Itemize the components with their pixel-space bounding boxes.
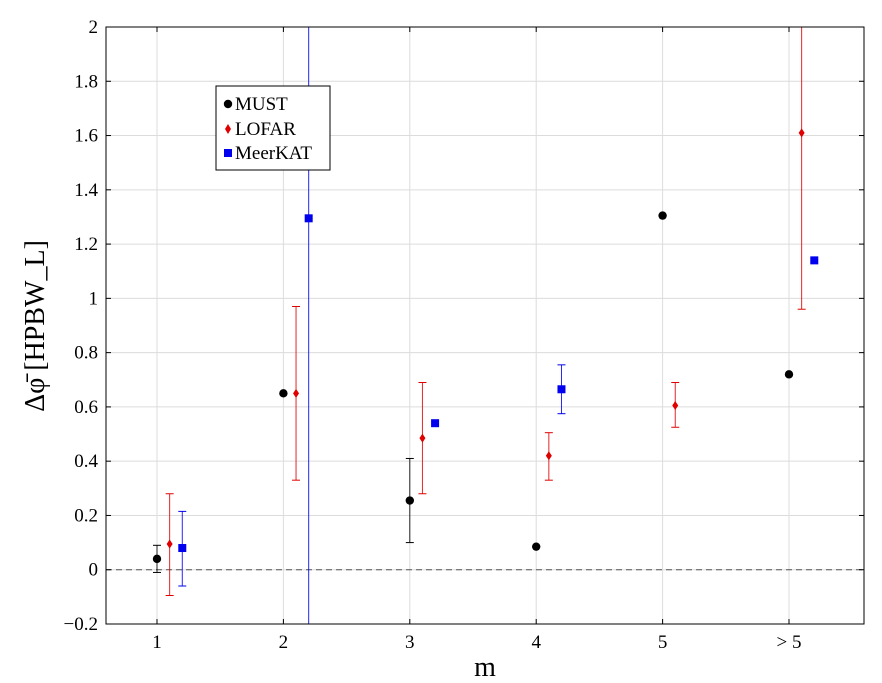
legend-box	[215, 85, 331, 171]
legend-label-lofar: LOFAR	[235, 119, 296, 140]
must-point	[152, 554, 162, 564]
lofar-point	[419, 433, 426, 443]
legend-marker-meerkat	[224, 149, 232, 157]
must-point	[279, 389, 288, 398]
y-tick-label: −0.2	[64, 614, 98, 635]
must-point	[658, 211, 667, 220]
meerkat-point	[178, 544, 187, 553]
meerkat-point	[557, 385, 566, 394]
legend-marker-must	[223, 99, 233, 109]
y-tick-label: 1.4	[74, 180, 98, 201]
y-tick-label: 0.8	[74, 343, 98, 364]
y-tick-label: 0.2	[74, 505, 98, 526]
lofar-point	[672, 401, 679, 411]
must-point	[784, 370, 794, 379]
x-tick-label: 2	[279, 632, 289, 653]
legend-label-must: MUST	[235, 94, 288, 115]
meerkat-point	[304, 214, 313, 223]
must-point	[405, 496, 414, 505]
legend: MUST LOFAR MeerKAT	[215, 85, 331, 171]
y-tick-label: 0.6	[74, 397, 98, 418]
y-tick-label: 1	[89, 288, 99, 309]
y-axis-ticks: −0.2 0 0.2 0.4 0.6 0.8 1 1.2 1.4 1.6 1.8 2	[64, 17, 864, 635]
y-tick-label: 1.8	[74, 71, 98, 92]
meerkat-point	[810, 256, 819, 265]
plot-frame	[105, 26, 865, 625]
y-tick-label: 1.2	[74, 234, 98, 255]
x-tick-label: 3	[405, 632, 415, 653]
lofar-point	[293, 388, 300, 398]
x-tick-label: 5	[658, 632, 668, 653]
meerkat-point	[431, 419, 440, 428]
y-tick-label: 0	[89, 560, 99, 581]
x-tick-label: 4	[531, 632, 541, 653]
y-tick-label: 0.4	[74, 451, 98, 472]
y-axis-title: Δφ̄ [HPBW_L]	[20, 240, 51, 412]
lofar-point	[166, 539, 173, 549]
legend-label-meerkat: MeerKAT	[235, 143, 312, 164]
legend-marker-lofar	[225, 124, 231, 134]
lofar-point	[545, 451, 552, 461]
x-axis-title: m	[474, 652, 496, 683]
x-axis-ticks: 1 2 3 4 5 > 5	[152, 27, 801, 653]
x-tick-label: > 5	[777, 632, 802, 653]
lofar-point	[798, 128, 805, 138]
must-point	[532, 542, 541, 551]
y-tick-label: 2	[89, 17, 99, 38]
y-tick-label: 1.6	[74, 126, 98, 147]
x-tick-label: 1	[152, 632, 162, 653]
